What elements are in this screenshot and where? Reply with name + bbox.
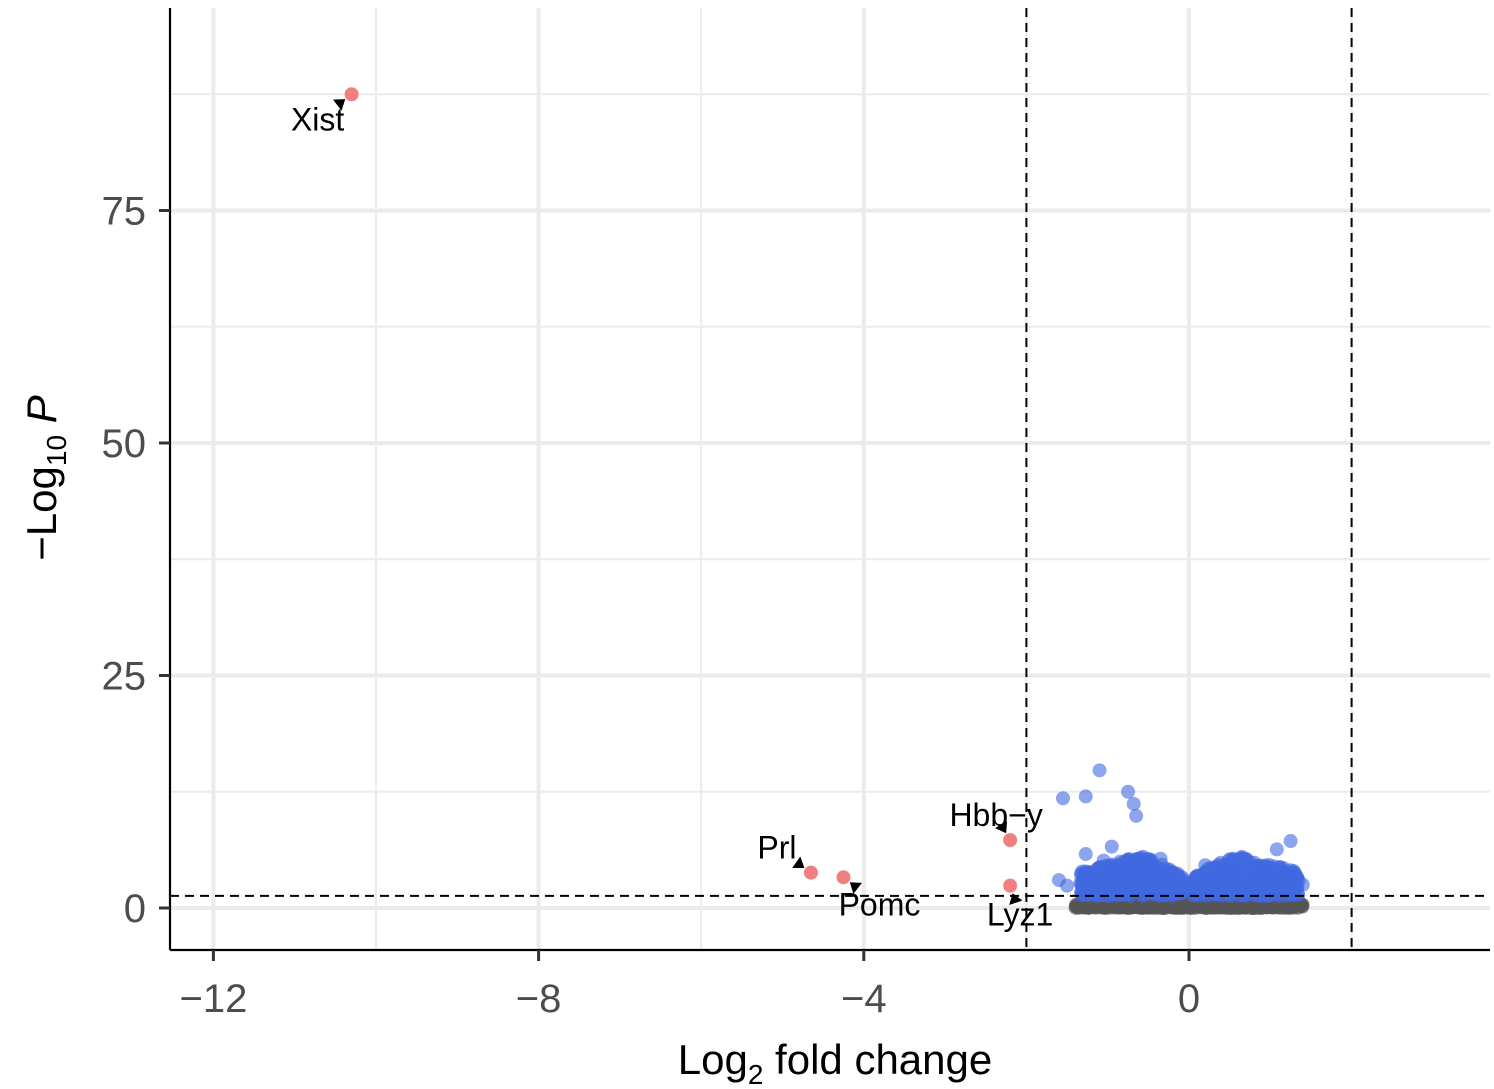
x-tick-label: −4 — [841, 977, 887, 1021]
grid-major — [170, 8, 1490, 950]
p-only-point — [1286, 887, 1301, 902]
gene-label: Lyz1 — [987, 897, 1053, 933]
gene-label: Prl — [757, 830, 796, 866]
x-axis-title-rest: fold change — [763, 1036, 992, 1083]
p-only-point — [1198, 858, 1213, 873]
y-axis-title-sub: 10 — [41, 435, 72, 466]
p-only-point — [1156, 884, 1171, 899]
p-only-point — [1291, 874, 1306, 889]
ns-point — [1099, 899, 1114, 914]
ns-point — [1174, 899, 1189, 914]
gene-label: Xist — [291, 101, 344, 137]
p-only-points — [1051, 763, 1310, 903]
x-axis-title: Log2 fold change — [678, 1036, 993, 1089]
y-axis-title: −Log10 P — [18, 395, 72, 560]
p-only-point — [1137, 879, 1152, 894]
grid-minor — [170, 8, 1490, 950]
gene-labels: Xist Prl Pomc Hbb−y Lyz1 — [291, 101, 1053, 932]
p-only-point — [1151, 871, 1166, 886]
x-tick-label: −12 — [179, 977, 247, 1021]
p-only-point — [1078, 789, 1093, 804]
p-only-point — [1089, 882, 1104, 897]
p-and-fc-point — [1003, 833, 1018, 848]
gene-label: Hbb−y — [949, 797, 1042, 833]
p-only-point — [1079, 865, 1094, 880]
p-and-fc-point — [1003, 878, 1018, 893]
p-only-point — [1259, 860, 1274, 875]
ns-point — [1277, 900, 1292, 915]
y-axis-title-base: Log — [18, 466, 65, 536]
p-only-point — [1078, 847, 1093, 862]
ns-point — [1110, 899, 1125, 914]
ns-point — [1069, 899, 1084, 914]
p-only-point — [1174, 876, 1189, 891]
p-only-point — [1283, 834, 1298, 849]
p-only-point — [1100, 871, 1115, 886]
label-arrowhead — [792, 856, 805, 869]
p-only-point — [1060, 878, 1075, 893]
p-only-point — [1141, 858, 1156, 873]
p-only-point — [1268, 877, 1283, 892]
p-only-point — [1055, 791, 1070, 806]
y-tick-label: 25 — [102, 655, 147, 699]
p-only-point — [1096, 853, 1111, 868]
p-only-point — [1104, 839, 1119, 854]
p-and-fc-point — [836, 870, 851, 885]
y-axis-ticks: 0 25 50 75 — [102, 190, 170, 931]
label-arrowhead — [333, 99, 346, 111]
label-arrowhead — [849, 882, 862, 894]
y-tick-label: 0 — [124, 887, 146, 931]
p-only-point — [1153, 851, 1168, 866]
p-only-point — [1234, 849, 1249, 864]
ns-point — [1082, 899, 1097, 914]
x-tick-label: −8 — [516, 977, 562, 1021]
label-arrowhead — [995, 821, 1008, 834]
p-only-point — [1074, 887, 1089, 902]
p-only-point — [1269, 842, 1284, 857]
x-tick-label: 0 — [1178, 977, 1200, 1021]
x-axis-ticks: −12 −8 −4 0 — [179, 950, 1200, 1021]
p-only-point — [1126, 796, 1141, 811]
p-only-point — [1121, 784, 1136, 799]
y-axis-title-minus: − — [18, 536, 65, 561]
x-axis-title-sub: 2 — [748, 1059, 764, 1089]
p-only-point — [1116, 865, 1131, 880]
p-only-point — [1092, 763, 1107, 778]
threshold-lines — [170, 8, 1490, 950]
p-only-point — [1123, 887, 1138, 902]
gene-label: Pomc — [839, 886, 921, 922]
p-only-point — [1213, 879, 1228, 894]
p-and-fc-points — [344, 87, 1018, 893]
p-and-fc-point — [344, 87, 359, 102]
label-connectors — [333, 99, 1023, 905]
y-axis-title-italic: P — [18, 395, 65, 435]
p-only-point — [1129, 808, 1144, 823]
label-arrowhead — [1009, 893, 1023, 905]
y-tick-label: 75 — [102, 190, 147, 234]
x-axis-title-base: Log — [678, 1036, 748, 1083]
p-and-fc-point — [803, 865, 818, 880]
y-tick-label: 50 — [102, 422, 147, 466]
p-only-point — [1238, 878, 1253, 893]
